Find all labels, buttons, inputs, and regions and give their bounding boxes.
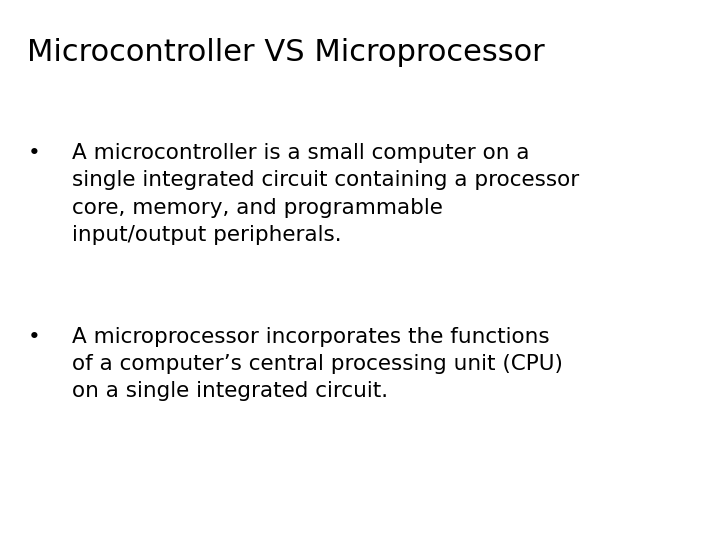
Text: Microcontroller VS Microprocessor: Microcontroller VS Microprocessor	[27, 38, 545, 67]
Text: A microprocessor incorporates the functions
of a computer’s central processing u: A microprocessor incorporates the functi…	[72, 327, 563, 401]
Text: A microcontroller is a small computer on a
single integrated circuit containing : A microcontroller is a small computer on…	[72, 143, 580, 245]
Text: •: •	[27, 327, 40, 347]
Text: •: •	[27, 143, 40, 163]
